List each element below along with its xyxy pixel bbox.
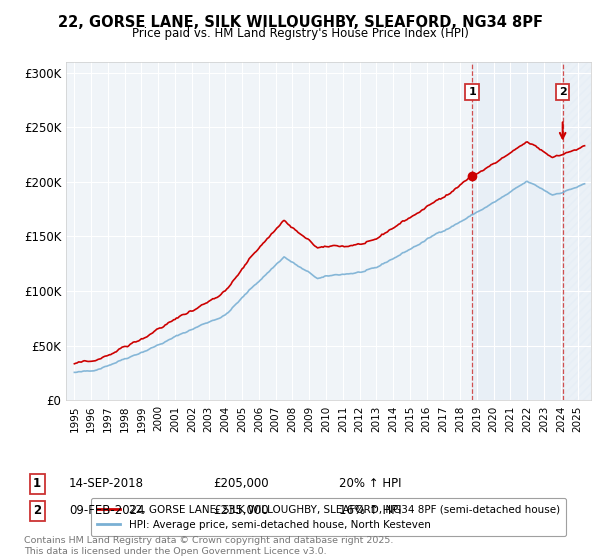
Text: 1: 1 [468, 87, 476, 97]
Text: 16% ↑ HPI: 16% ↑ HPI [339, 504, 401, 517]
Text: 09-FEB-2024: 09-FEB-2024 [69, 504, 145, 517]
Text: 20% ↑ HPI: 20% ↑ HPI [339, 477, 401, 491]
Text: 2: 2 [559, 87, 566, 97]
Text: 14-SEP-2018: 14-SEP-2018 [69, 477, 144, 491]
Text: Contains HM Land Registry data © Crown copyright and database right 2025.
This d: Contains HM Land Registry data © Crown c… [24, 536, 394, 556]
Text: 1: 1 [33, 477, 41, 491]
Text: 2: 2 [33, 504, 41, 517]
Text: Price paid vs. HM Land Registry's House Price Index (HPI): Price paid vs. HM Land Registry's House … [131, 27, 469, 40]
Bar [563, 62, 599, 400]
Text: 22, GORSE LANE, SILK WILLOUGHBY, SLEAFORD, NG34 8PF: 22, GORSE LANE, SILK WILLOUGHBY, SLEAFOR… [58, 15, 542, 30]
Legend: 22, GORSE LANE, SILK WILLOUGHBY, SLEAFORD, NG34 8PF (semi-detached house), HPI: : 22, GORSE LANE, SILK WILLOUGHBY, SLEAFOR… [91, 498, 566, 536]
Text: £235,000: £235,000 [213, 504, 269, 517]
Bar [472, 62, 563, 400]
Text: £205,000: £205,000 [213, 477, 269, 491]
